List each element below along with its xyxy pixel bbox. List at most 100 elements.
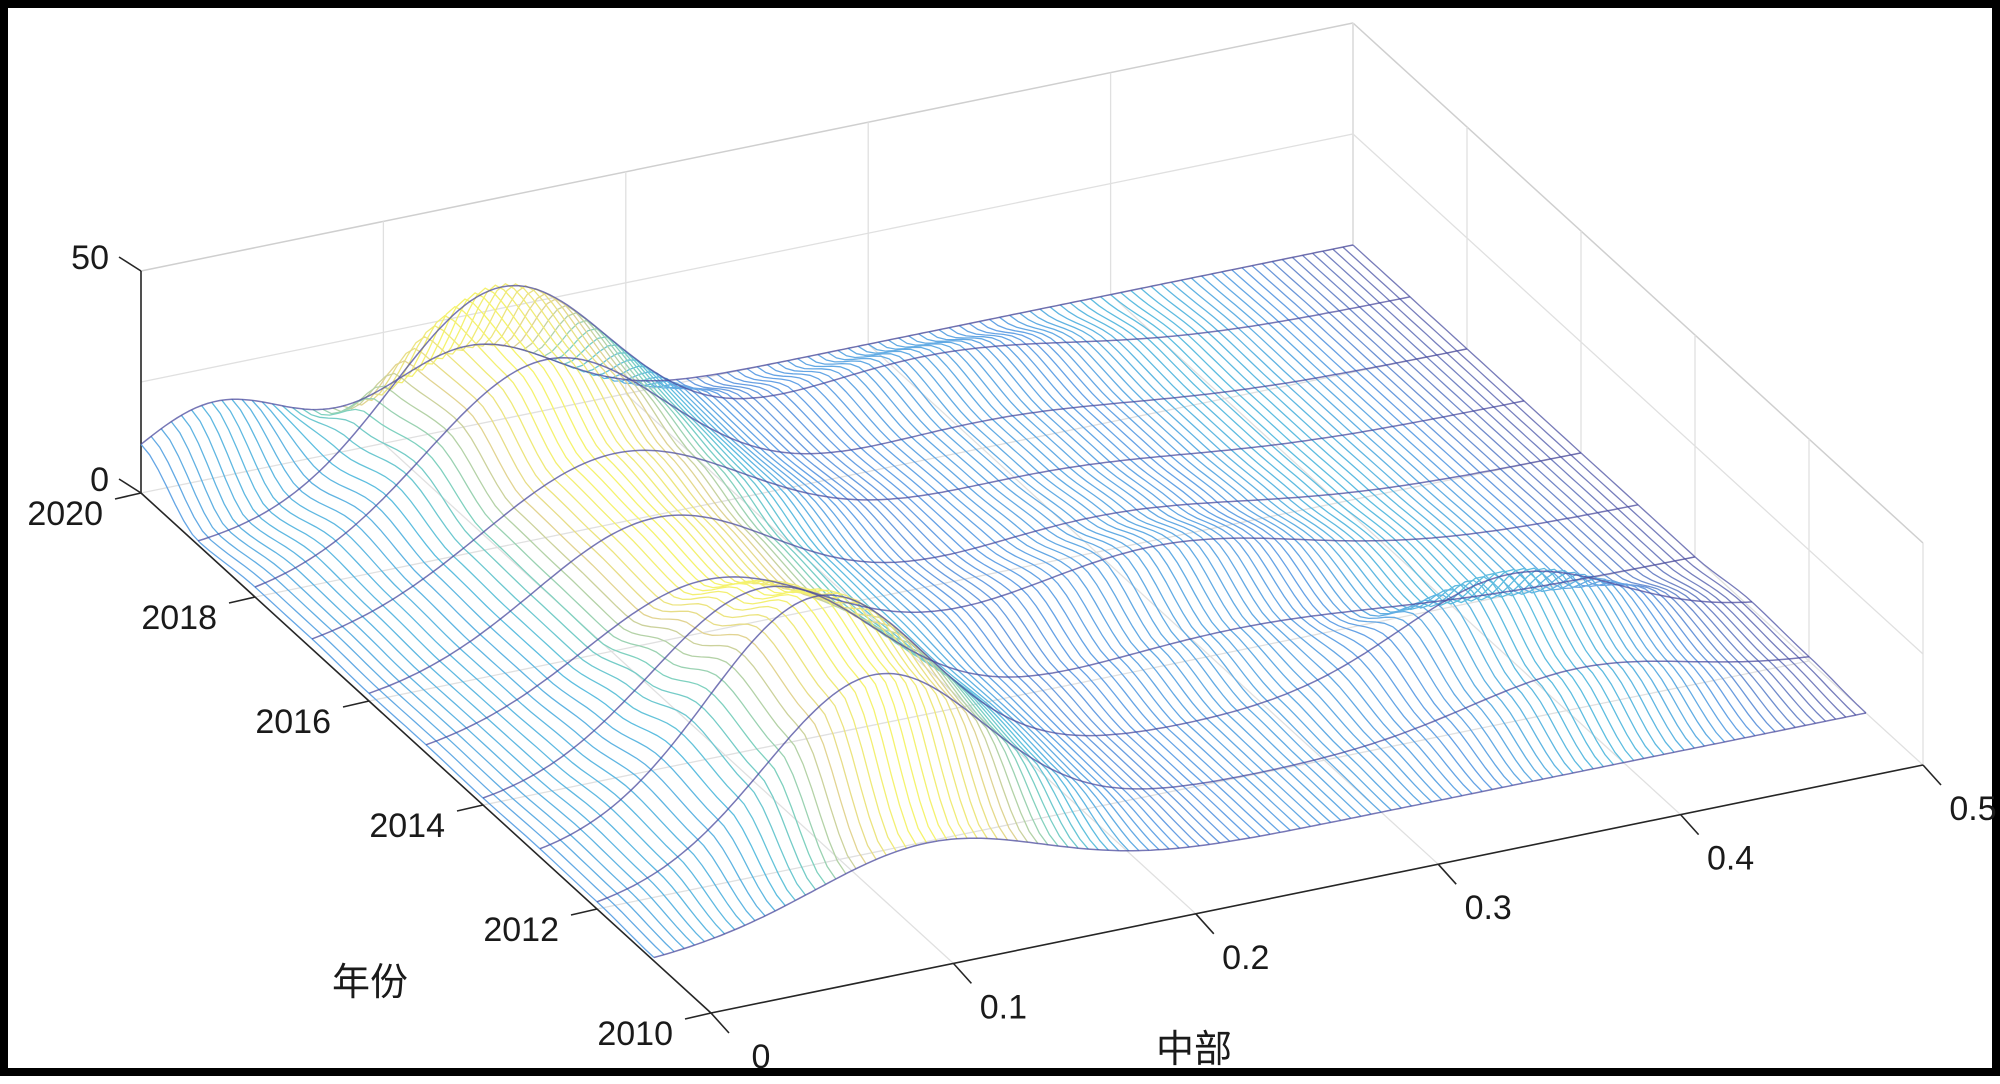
year-density-line [197, 284, 1411, 542]
surface-mesh-line [999, 316, 1513, 786]
y-tick-mark [228, 596, 256, 604]
z-tick-mark [118, 256, 142, 272]
surface-mesh-line [1049, 306, 1564, 776]
surface-mesh-line [1352, 244, 1867, 714]
surface-mesh-line [968, 322, 1483, 792]
surface-mesh-line [1029, 310, 1544, 780]
surface-mesh-line [605, 371, 1120, 852]
year-density-line [311, 400, 1525, 640]
surface-mesh-line [928, 331, 1443, 801]
x-tick-mark [1922, 764, 1942, 786]
x-tick-label: 0 [752, 1038, 771, 1076]
x-tick-label: 0.1 [980, 988, 1027, 1026]
surface-mesh-line [383, 325, 897, 852]
surface-mesh-line [1130, 290, 1645, 759]
surface-mesh-line [665, 379, 1180, 849]
surface-mesh-line [363, 347, 877, 860]
surface-mesh-line [1120, 292, 1635, 761]
surface-mesh-line [1251, 265, 1766, 735]
surface-mesh-line [1089, 298, 1604, 768]
surface-mesh-line [1241, 267, 1756, 737]
year-density-line [368, 452, 1582, 695]
y-tick-label: 2020 [27, 495, 103, 533]
surface-mesh-line [1100, 296, 1614, 766]
x-grid-line [1109, 72, 1682, 816]
surface-mesh-line [877, 341, 1392, 811]
surface-mesh-line [827, 351, 1342, 821]
surface-mesh-line [373, 336, 887, 856]
surface-layer [140, 244, 1867, 959]
surface-mesh-line [938, 329, 1453, 799]
z-tick-label: 50 [71, 239, 109, 277]
y-axis-title: 年份 [332, 960, 408, 1004]
grid-layer [140, 22, 1924, 1014]
surface-mesh-line [292, 407, 807, 896]
surface-mesh-line [1221, 271, 1736, 741]
surface-mesh-line [978, 320, 1493, 790]
surface-mesh-line [898, 337, 1412, 807]
surface-mesh-line [1302, 254, 1816, 724]
surface-mesh-line [918, 333, 1433, 803]
surface-mesh-line [1322, 250, 1837, 720]
x-tick-mark [952, 962, 972, 984]
surface-mesh-line [1332, 248, 1847, 718]
surface-mesh-line [180, 414, 695, 946]
surface-mesh-line [1110, 294, 1625, 764]
side-top-edge [1352, 22, 1924, 544]
surface-mesh-line [251, 399, 766, 917]
surface-mesh-line [413, 298, 928, 844]
surface-mesh-line [1281, 259, 1796, 728]
y-tick-label: 2014 [369, 807, 445, 845]
surface-mesh-line [1170, 281, 1685, 751]
surface-mesh-line [635, 379, 1150, 851]
surface-mesh-line [1009, 314, 1524, 784]
surface-mesh-line [1180, 279, 1695, 749]
surface-mesh-line [585, 359, 1099, 851]
surface-mesh-line [494, 292, 1009, 841]
surface-mesh-line [332, 385, 847, 875]
x-tick-mark [1680, 814, 1700, 836]
surface-mesh-line [615, 376, 1130, 852]
surface-mesh-line [150, 435, 665, 956]
surface-mesh-line [1079, 300, 1594, 770]
surface-mesh-line [595, 365, 1109, 851]
surface-mesh-line [908, 335, 1423, 805]
surface-mesh-line [1231, 269, 1746, 739]
surface-mesh-line [504, 298, 1019, 842]
surface-mesh-line [625, 379, 1140, 852]
surface-mesh-line [807, 356, 1322, 825]
surface-mesh-line [1312, 252, 1827, 722]
surface-mesh-line [474, 284, 988, 839]
surface-mesh-line [514, 304, 1029, 843]
y-axis-line [140, 492, 712, 1014]
axes-layer [114, 256, 1942, 1034]
surface-mesh-line [464, 283, 978, 839]
surface-mesh-line [423, 292, 938, 842]
year-density-line [539, 570, 1753, 850]
surface-mesh-line [575, 352, 1089, 850]
surface-mesh-line [281, 405, 796, 901]
x-axis-title: 中部 [1156, 1027, 1232, 1071]
surface-mesh-line [655, 380, 1170, 850]
x-tick-label: 0.5 [1949, 790, 1996, 828]
x-axis-line [710, 764, 1924, 1014]
y-tick-label: 2012 [483, 911, 559, 949]
surface-mesh-line [1211, 273, 1726, 743]
surface-mesh-line [352, 360, 867, 865]
surface-mesh-line [766, 364, 1281, 833]
surface-mesh-line [948, 327, 1463, 797]
surface-mesh-line [261, 401, 776, 912]
surface-mesh-line [241, 398, 756, 922]
year-density-line [254, 348, 1468, 588]
surface-mesh-line [534, 319, 1049, 846]
surface-mesh-line [645, 380, 1160, 851]
surface-mesh-line [1160, 283, 1675, 753]
year-density-line [425, 504, 1639, 746]
surface-mesh-line [140, 443, 655, 958]
surface-mesh-line [393, 314, 908, 849]
surface-mesh-line [231, 398, 746, 926]
surface-mesh-line [564, 344, 1079, 849]
surface-mesh-line [190, 409, 705, 943]
surface-mesh-line [716, 373, 1231, 842]
y-tick-mark [570, 908, 598, 916]
